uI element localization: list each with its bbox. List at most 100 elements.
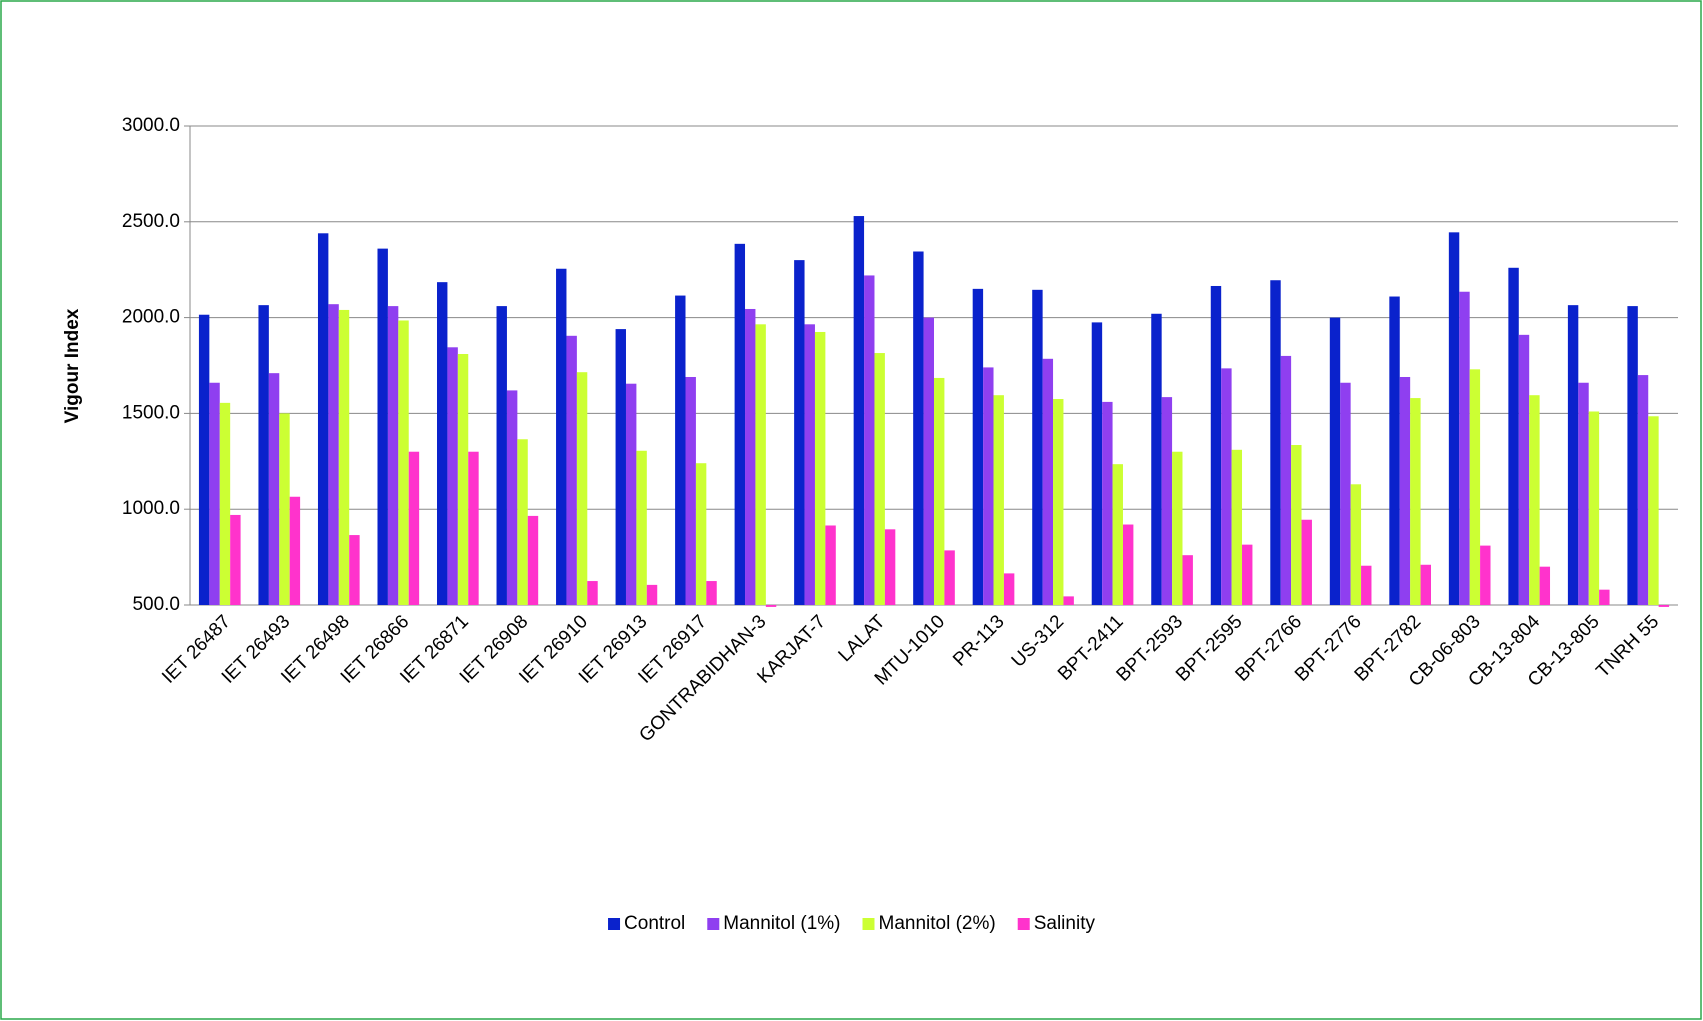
- bar: [317, 233, 329, 605]
- bar: [794, 260, 805, 605]
- bar: [349, 535, 360, 605]
- bar: [993, 395, 1004, 605]
- bar: [1122, 524, 1134, 605]
- bar: [1529, 395, 1540, 605]
- bar: [1102, 401, 1113, 605]
- bar: [1599, 589, 1610, 605]
- legend-item: Control: [608, 913, 685, 934]
- bar: [338, 309, 350, 605]
- bar: [437, 282, 448, 605]
- bar: [1270, 280, 1281, 605]
- legend-label: Control: [624, 913, 685, 934]
- bar: [874, 353, 885, 605]
- legend-label: Mannitol (2%): [879, 913, 996, 934]
- bar: [328, 304, 339, 605]
- bar: [1032, 289, 1043, 605]
- bar: [983, 367, 994, 605]
- bar: [387, 306, 399, 605]
- bar: [1648, 416, 1659, 605]
- bar: [972, 288, 984, 605]
- bar: [1578, 382, 1589, 605]
- bar: [1231, 449, 1243, 605]
- y-axis-label: Vigour Index: [62, 308, 83, 423]
- bar: [1003, 573, 1015, 605]
- bar: [923, 317, 934, 605]
- bar: [230, 514, 241, 605]
- bar: [1242, 544, 1253, 605]
- bar: [198, 314, 210, 605]
- bar: [527, 515, 539, 605]
- bar: [1053, 399, 1064, 605]
- bar: [804, 324, 815, 605]
- bar: [675, 295, 686, 605]
- bar: [615, 329, 626, 605]
- bar: [506, 390, 518, 605]
- bar: [408, 451, 420, 605]
- legend-swatch: [608, 918, 621, 930]
- bar: [517, 439, 528, 605]
- bar: [556, 268, 567, 605]
- bar: [1361, 565, 1372, 605]
- y-tick-label: 1000.0: [122, 498, 180, 519]
- bar: [853, 216, 865, 605]
- bar: [1091, 322, 1103, 605]
- bar: [268, 373, 280, 605]
- bar: [934, 377, 945, 605]
- bar: [646, 584, 658, 605]
- bar: [884, 529, 896, 605]
- bar: [258, 305, 269, 605]
- legend-swatch: [862, 918, 875, 930]
- bar: [1221, 368, 1232, 605]
- bar: [1627, 306, 1638, 605]
- bar: [814, 331, 826, 605]
- bar: [1291, 445, 1302, 605]
- bar: [825, 525, 836, 605]
- bar: [219, 402, 231, 605]
- legend-item: Mannitol (1%): [707, 913, 841, 934]
- bar: [1340, 382, 1351, 605]
- bar: [1063, 596, 1074, 605]
- bar: [1637, 375, 1649, 605]
- bar: [1658, 605, 1670, 607]
- bar: [1151, 313, 1162, 605]
- bar: [209, 382, 220, 605]
- bar: [468, 451, 479, 605]
- bar: [1182, 555, 1193, 605]
- bar: [587, 581, 598, 605]
- bar: [1469, 369, 1481, 605]
- bar: [1567, 305, 1579, 605]
- bar: [1539, 566, 1551, 605]
- legend-label: Mannitol (1%): [723, 913, 840, 934]
- bar: [1588, 411, 1600, 605]
- y-tick-label: 1500.0: [122, 402, 180, 423]
- bar: [734, 243, 746, 606]
- y-tick-label: 500.0: [132, 594, 180, 615]
- bar: [377, 248, 388, 605]
- bar: [755, 324, 766, 605]
- bar: [706, 581, 717, 605]
- bar: [576, 372, 588, 605]
- bar: [695, 463, 707, 605]
- bar: [765, 605, 777, 607]
- y-tick-label: 3000.0: [122, 115, 180, 136]
- bar: [1350, 484, 1362, 605]
- legend-swatch: [1017, 918, 1030, 930]
- legend-item: Mannitol (2%): [862, 913, 996, 934]
- bar: [1480, 545, 1491, 605]
- bar: [685, 376, 696, 605]
- bar: [447, 347, 458, 605]
- bar: [1042, 358, 1054, 605]
- bar: [913, 251, 924, 606]
- bar: [496, 306, 507, 605]
- bar: [1161, 397, 1173, 605]
- bar: [745, 308, 756, 605]
- bar: [279, 413, 290, 605]
- bar: [457, 354, 469, 605]
- bar: [1399, 376, 1411, 605]
- bar: [1301, 519, 1312, 605]
- y-tick-label: 2000.0: [122, 307, 180, 328]
- bar: [566, 335, 577, 605]
- y-tick-label: 2500.0: [122, 211, 180, 232]
- bar: [289, 496, 301, 605]
- legend-swatch: [707, 918, 720, 930]
